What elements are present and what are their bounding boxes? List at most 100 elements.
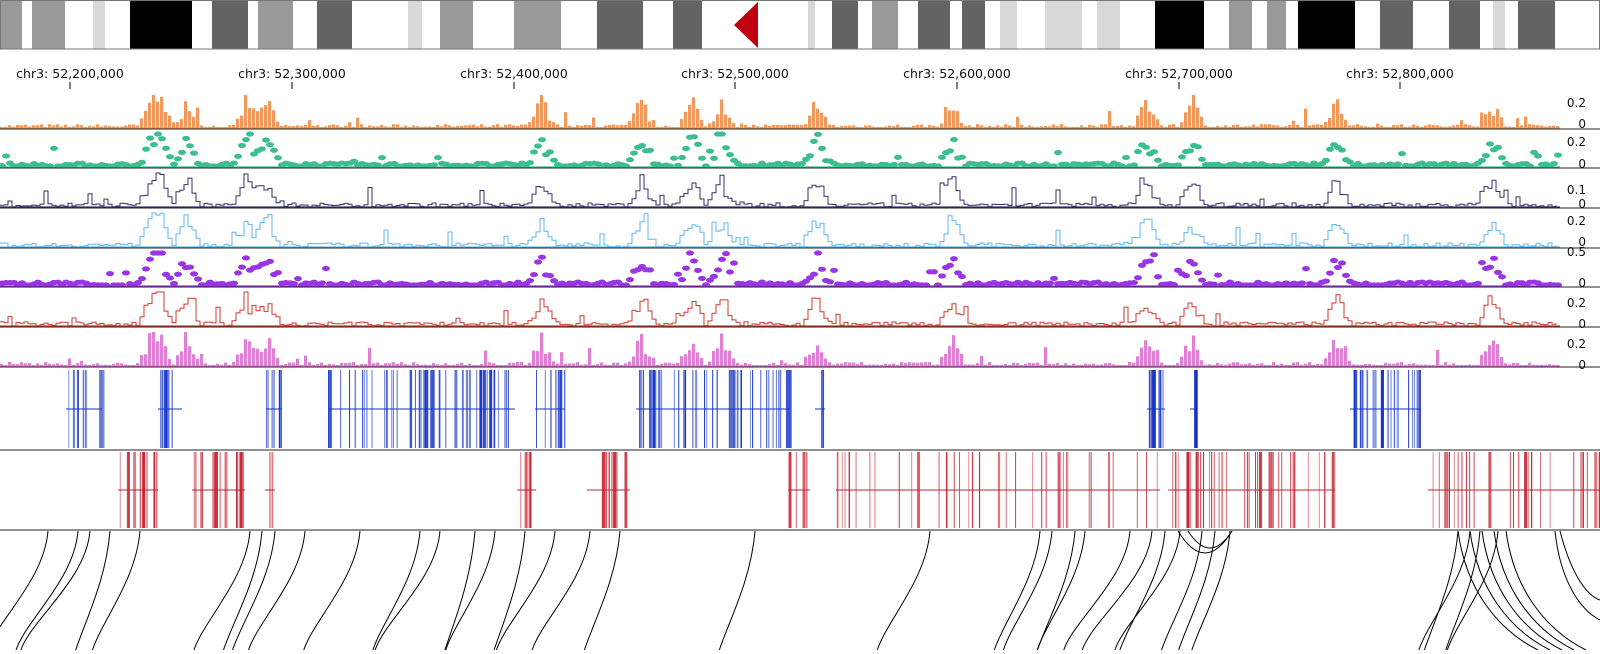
- signal-bar: [196, 107, 200, 128]
- signal-track-1[interactable]: 0.2 0: [0, 95, 1600, 131]
- signal-track-3[interactable]: 0.1 0: [0, 172, 1600, 211]
- feature-exon: [836, 452, 838, 528]
- feature-exon: [822, 370, 824, 448]
- feature-exon: [371, 370, 373, 448]
- signal-bar: [1424, 364, 1428, 366]
- feature-exon: [82, 370, 84, 448]
- feature-exon: [1271, 452, 1273, 528]
- signal-plot: [0, 250, 1600, 288]
- signal-point: [190, 271, 198, 277]
- axis-tick-label-top: 0.5: [1567, 245, 1586, 259]
- signal-point: [954, 270, 962, 276]
- signal-bar: [328, 363, 332, 366]
- signal-point: [706, 148, 714, 154]
- signal-bar: [636, 102, 640, 128]
- feature-exon: [271, 370, 273, 448]
- cytoband: [950, 0, 962, 49]
- signal-bar: [56, 124, 60, 128]
- feature-track-red[interactable]: [0, 452, 1600, 531]
- signal-point: [134, 280, 142, 286]
- signal-bar: [1356, 124, 1360, 128]
- signal-point: [230, 280, 238, 286]
- interaction-links-track[interactable]: [0, 530, 1600, 651]
- feature-exon: [1195, 452, 1199, 528]
- cytoband: [561, 0, 597, 49]
- signal-bar: [916, 362, 920, 366]
- signal-bar: [1100, 364, 1104, 366]
- signal-bar: [552, 122, 556, 128]
- signal-point: [178, 261, 186, 267]
- feature-exon: [423, 370, 427, 448]
- interaction-arc: [493, 530, 526, 651]
- signal-bar: [20, 125, 24, 128]
- feature-exon: [1573, 452, 1575, 528]
- signal-point: [726, 269, 734, 275]
- signal-bar: [1352, 364, 1356, 366]
- feature-exon: [766, 370, 768, 448]
- signal-bar: [520, 124, 524, 128]
- signal-bar: [1216, 125, 1220, 128]
- signal-bar: [948, 110, 952, 128]
- signal-point: [1478, 157, 1486, 164]
- signal-track-4[interactable]: 0.2 0: [0, 212, 1600, 249]
- signal-bar: [452, 126, 456, 128]
- signal-bar: [1552, 125, 1556, 128]
- feature-exon: [193, 452, 197, 528]
- signal-bar: [616, 362, 620, 366]
- signal-bar: [1388, 363, 1392, 366]
- signal-point: [1330, 257, 1338, 264]
- feature-exon: [328, 370, 330, 448]
- signal-point: [1142, 144, 1150, 150]
- signal-bar: [736, 362, 740, 366]
- signal-track-2[interactable]: 0.2 0: [0, 131, 1600, 171]
- signal-point: [1150, 149, 1158, 155]
- feature-exon: [433, 370, 435, 448]
- signal-track-5[interactable]: 0.5 0: [0, 245, 1600, 290]
- signal-bar: [1432, 125, 1436, 128]
- signal-point: [706, 277, 714, 283]
- signal-bar: [44, 362, 48, 366]
- signal-bar: [1516, 118, 1520, 128]
- feature-exon: [77, 370, 79, 448]
- signal-bar: [60, 364, 64, 366]
- signal-bar: [276, 121, 280, 128]
- signal-bar: [1508, 126, 1512, 128]
- cytoband: [1449, 0, 1480, 49]
- chromosome-ideogram[interactable]: [0, 0, 1600, 50]
- feature-track-blue[interactable]: [0, 370, 1600, 451]
- signal-bar: [444, 124, 448, 128]
- signal-bar: [1392, 363, 1396, 366]
- signal-track-6[interactable]: 0.2 0: [0, 291, 1600, 331]
- signal-point: [1550, 160, 1558, 167]
- signal-bar: [1252, 124, 1256, 128]
- signal-track-7[interactable]: 0.2 0: [0, 332, 1600, 372]
- signal-bar: [696, 352, 700, 366]
- feature-exon: [161, 370, 163, 448]
- signal-bar: [1044, 126, 1048, 128]
- signal-bar: [376, 362, 380, 366]
- signal-bar: [972, 364, 976, 366]
- signal-tracks[interactable]: 0.2 0 0.2 0 0.1 0 0.2 0 0.5 0: [0, 95, 1600, 372]
- signal-bar: [1140, 347, 1144, 366]
- feature-exon: [133, 452, 137, 528]
- signal-bar: [544, 102, 548, 128]
- signal-bar: [532, 116, 536, 128]
- signal-bar: [936, 364, 940, 366]
- feature-exon: [1375, 370, 1377, 448]
- signal-bar: [868, 364, 872, 366]
- signal-bar: [852, 362, 856, 366]
- feature-exon: [270, 452, 272, 528]
- feature-exon: [768, 370, 770, 448]
- signal-bar: [1396, 125, 1400, 128]
- cytoband: [212, 0, 248, 49]
- signal-bar: [16, 364, 20, 366]
- signal-bar: [1348, 125, 1352, 128]
- feature-exon: [1380, 370, 1384, 448]
- signal-bar: [40, 124, 44, 128]
- signal-point: [434, 154, 442, 161]
- signal-bar: [828, 124, 832, 128]
- signal-bar: [1332, 103, 1336, 128]
- signal-point: [174, 156, 182, 162]
